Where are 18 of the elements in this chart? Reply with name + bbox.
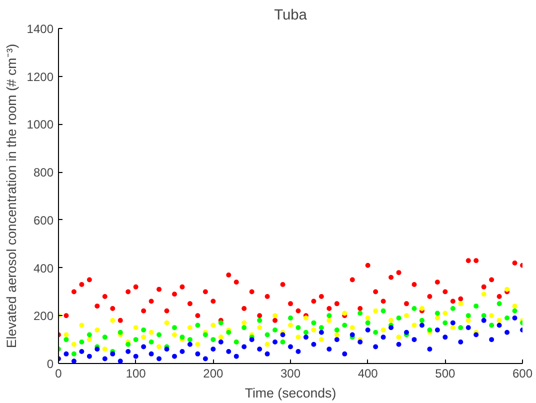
x-tick-label: 400 xyxy=(358,366,378,380)
x-tick-label: 600 xyxy=(512,366,533,380)
y-tick-label: 0 xyxy=(46,357,54,371)
y-tick-label: 1200 xyxy=(26,70,54,84)
y-tick-label: 200 xyxy=(33,309,54,324)
y-tick-label: 600 xyxy=(33,213,54,228)
y-tick-label: 1000 xyxy=(26,118,54,132)
y-tick-label: 1400 xyxy=(26,22,54,36)
x-tick-label: 200 xyxy=(203,366,224,380)
x-tick-label: 0 xyxy=(55,366,62,380)
x-axis-title: Time (seconds) xyxy=(244,386,336,400)
chart-title: Tuba xyxy=(274,8,308,24)
y-axis-title: Elevated aerosol concentration in the room (# cm⁻³) xyxy=(4,44,19,348)
y-tick-label: 400 xyxy=(33,261,54,276)
x-tick-label: 100 xyxy=(126,366,146,380)
x-tick-label: 500 xyxy=(435,366,456,380)
x-tick-label: 300 xyxy=(280,366,301,380)
y-tick-label: 800 xyxy=(33,166,54,180)
